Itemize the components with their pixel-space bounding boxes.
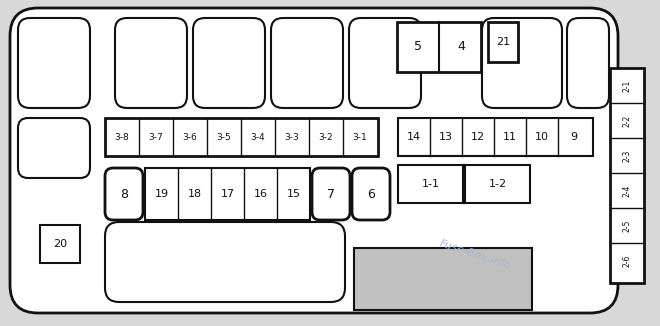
Text: 3-6: 3-6: [183, 132, 197, 141]
Text: 10: 10: [535, 132, 549, 142]
Text: 21: 21: [496, 37, 510, 47]
FancyBboxPatch shape: [105, 168, 143, 220]
Bar: [40, 225, 80, 263]
FancyBboxPatch shape: [18, 18, 90, 108]
Text: 3-3: 3-3: [284, 132, 300, 141]
Text: Fuse-Box.info: Fuse-Box.info: [438, 239, 512, 271]
FancyBboxPatch shape: [349, 18, 421, 108]
Text: 3-2: 3-2: [319, 132, 333, 141]
FancyBboxPatch shape: [193, 18, 265, 108]
Bar: [610, 68, 644, 283]
Bar: [398, 165, 463, 203]
Text: 2-6: 2-6: [622, 254, 632, 267]
FancyBboxPatch shape: [115, 18, 187, 108]
Bar: [105, 118, 378, 156]
FancyBboxPatch shape: [352, 168, 390, 220]
Text: 9: 9: [570, 132, 578, 142]
Bar: [354, 248, 532, 310]
Text: 1-2: 1-2: [488, 179, 507, 189]
FancyBboxPatch shape: [567, 18, 609, 108]
Text: 13: 13: [439, 132, 453, 142]
Text: 8: 8: [120, 187, 128, 200]
Text: 2-3: 2-3: [622, 149, 632, 162]
Text: 11: 11: [503, 132, 517, 142]
Text: 2-5: 2-5: [622, 219, 632, 232]
Text: 12: 12: [471, 132, 485, 142]
Text: 3-7: 3-7: [148, 132, 164, 141]
Text: 20: 20: [53, 239, 67, 249]
Bar: [145, 168, 310, 220]
FancyBboxPatch shape: [105, 222, 345, 302]
Bar: [398, 118, 593, 156]
Text: 7: 7: [327, 187, 335, 200]
Text: 3-1: 3-1: [352, 132, 368, 141]
Text: 2-4: 2-4: [622, 184, 632, 197]
Bar: [397, 22, 481, 72]
Text: 17: 17: [220, 189, 234, 199]
Text: 6: 6: [367, 187, 375, 200]
Text: 4: 4: [457, 40, 465, 53]
Text: 5: 5: [414, 40, 422, 53]
FancyBboxPatch shape: [271, 18, 343, 108]
FancyBboxPatch shape: [482, 18, 562, 108]
Text: 2-1: 2-1: [622, 79, 632, 92]
Bar: [465, 165, 530, 203]
Text: 3-4: 3-4: [251, 132, 265, 141]
Text: 16: 16: [253, 189, 267, 199]
Text: 3-5: 3-5: [216, 132, 232, 141]
Text: 1-1: 1-1: [422, 179, 440, 189]
FancyBboxPatch shape: [10, 8, 618, 313]
Text: 18: 18: [187, 189, 201, 199]
FancyBboxPatch shape: [312, 168, 350, 220]
Bar: [488, 22, 518, 62]
Text: 19: 19: [154, 189, 168, 199]
Text: 15: 15: [286, 189, 300, 199]
Text: 3-8: 3-8: [115, 132, 129, 141]
FancyBboxPatch shape: [18, 118, 90, 178]
Text: 2-2: 2-2: [622, 114, 632, 126]
Text: 14: 14: [407, 132, 421, 142]
